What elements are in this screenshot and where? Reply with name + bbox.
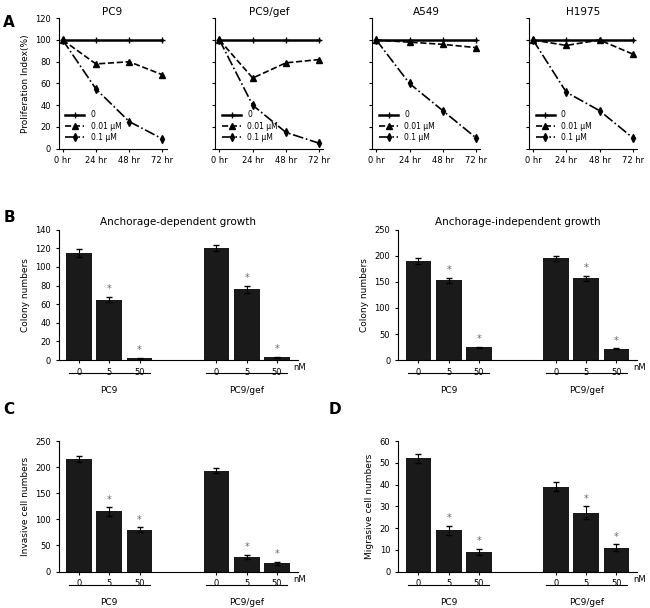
Text: *: * [476,536,482,546]
Bar [436,530,462,572]
Text: nM: nM [294,575,306,584]
Bar [406,261,431,360]
Text: *: * [137,514,142,525]
Bar [265,563,290,572]
Text: *: * [275,549,280,559]
Text: *: * [614,336,619,345]
Text: PC9/gef: PC9/gef [229,386,265,395]
Legend: 0, 0.01 μM, 0.1 μM: 0, 0.01 μM, 0.1 μM [219,107,281,145]
Bar [127,530,152,572]
Bar [543,258,569,360]
Bar [96,300,122,360]
Title: H1975: H1975 [566,7,600,18]
Title: PC9: PC9 [103,7,123,18]
Text: nM: nM [633,364,646,373]
Bar [66,253,92,360]
Text: B: B [3,210,15,225]
Text: nM: nM [633,575,646,584]
Bar [203,471,229,572]
Text: PC9/gef: PC9/gef [569,598,604,607]
Legend: 0, 0.01 μM, 0.1 μM: 0, 0.01 μM, 0.1 μM [376,107,438,145]
Bar [406,458,431,572]
Text: PC9/gef: PC9/gef [229,598,265,607]
Y-axis label: Colony numbers: Colony numbers [21,258,29,332]
Text: *: * [107,284,112,294]
Text: *: * [275,344,280,354]
Bar [265,358,290,360]
Bar [436,280,462,360]
Bar [66,459,92,572]
Bar [234,289,259,360]
Title: Anchorage-dependent growth: Anchorage-dependent growth [100,218,256,227]
Title: Anchorage-independent growth: Anchorage-independent growth [435,218,601,227]
Text: nM: nM [294,364,306,373]
Title: PC9/gef: PC9/gef [249,7,290,18]
Bar [96,511,122,572]
Bar [234,557,259,572]
Text: *: * [244,273,249,283]
Text: *: * [107,495,112,505]
Text: D: D [328,402,341,418]
Bar [604,348,629,360]
Bar [543,486,569,572]
Bar [127,358,152,360]
Text: *: * [447,513,451,523]
Text: A: A [3,15,15,30]
Text: *: * [584,494,589,503]
Text: PC9: PC9 [440,598,458,607]
Legend: 0, 0.01 μM, 0.1 μM: 0, 0.01 μM, 0.1 μM [62,107,124,145]
Text: PC9: PC9 [101,386,118,395]
Text: *: * [614,532,619,542]
Bar [466,552,492,572]
Y-axis label: Migrasive cell numbers: Migrasive cell numbers [365,454,374,559]
Text: C: C [3,402,14,418]
Bar [573,513,599,572]
Text: *: * [476,334,482,344]
Text: PC9/gef: PC9/gef [569,386,604,395]
Title: A549: A549 [413,7,439,18]
Bar [573,278,599,360]
Text: PC9: PC9 [101,598,118,607]
Legend: 0, 0.01 μM, 0.1 μM: 0, 0.01 μM, 0.1 μM [533,107,595,145]
Bar [604,548,629,572]
Text: *: * [584,263,589,273]
Y-axis label: Colony numbers: Colony numbers [360,258,369,332]
Text: *: * [244,542,249,552]
Text: PC9: PC9 [440,386,458,395]
Text: *: * [447,265,451,275]
Y-axis label: Invasive cell numbers: Invasive cell numbers [21,457,29,556]
Bar [203,248,229,360]
Bar [466,347,492,360]
Text: *: * [137,345,142,355]
Y-axis label: Proliferation Index(%): Proliferation Index(%) [21,34,29,133]
